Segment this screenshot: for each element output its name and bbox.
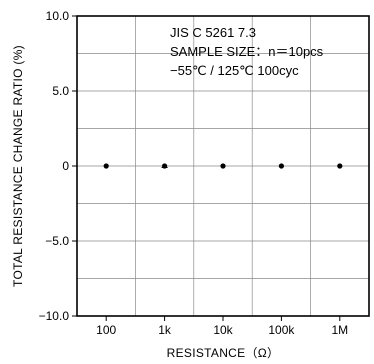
grid-lines bbox=[77, 16, 369, 316]
tick-labels: −10.0 −5.0 0 5.0 10.0 100 1k 10k 100k 1M bbox=[39, 9, 349, 337]
note-line-1: JIS C 5261 7.3 bbox=[170, 25, 256, 40]
data-point bbox=[337, 163, 343, 169]
y-tick-label: 10.0 bbox=[46, 9, 70, 23]
data-point bbox=[103, 163, 109, 169]
data-point bbox=[220, 163, 226, 169]
axis-ticks bbox=[72, 15, 341, 321]
note-line-3: −55℃ / 125℃ 100cyc bbox=[170, 63, 299, 78]
x-axis-label: RESISTANCE（Ω） bbox=[167, 346, 280, 360]
data-point bbox=[278, 163, 284, 169]
x-tick-label: 1k bbox=[158, 323, 172, 337]
x-tick-label: 100 bbox=[96, 323, 116, 337]
data-points bbox=[103, 163, 343, 169]
x-tick-label: 100k bbox=[268, 323, 295, 337]
note-line-2: SAMPLE SIZE：n＝10pcs bbox=[170, 44, 324, 59]
x-tick-label: 1M bbox=[331, 323, 348, 337]
test-conditions-note: JIS C 5261 7.3 SAMPLE SIZE：n＝10pcs −55℃ … bbox=[170, 25, 324, 78]
y-tick-label: 5.0 bbox=[52, 84, 69, 98]
x-tick-label: 10k bbox=[213, 323, 233, 337]
data-point bbox=[162, 163, 168, 169]
y-tick-label: −10.0 bbox=[39, 309, 70, 323]
y-axis-label: TOTAL RESISTANCE CHANGE RATIO (%) bbox=[11, 45, 25, 287]
y-tick-label: 0 bbox=[62, 159, 69, 173]
y-tick-label: −5.0 bbox=[45, 234, 69, 248]
